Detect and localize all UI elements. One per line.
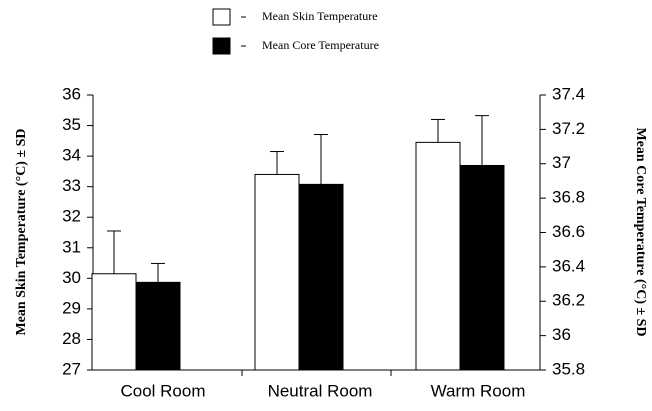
y2-tick-label: 36.8 (552, 188, 585, 207)
y-tick-label: 34 (62, 146, 81, 165)
y-tick-label: 32 (62, 207, 81, 226)
y-tick-label: 33 (62, 176, 81, 195)
y-tick-label: 27 (62, 359, 81, 378)
y2-tick-label: 37.2 (552, 119, 585, 138)
bar (135, 281, 181, 371)
y-axis-title: Mean Skin Temperature (°C) ± SD (14, 128, 29, 335)
y2-tick-label: 37 (552, 153, 571, 172)
y2-tick-label: 36.6 (552, 222, 585, 241)
y2-axis-title: Mean Core Temperature (°C) ± SD (633, 127, 648, 336)
y2-tick-label: 36.4 (552, 256, 585, 275)
legend-label: Mean Skin Temperature (262, 9, 378, 23)
x-tick-label: Cool Room (120, 381, 205, 400)
y-tick-label: 36 (62, 84, 81, 103)
y-tick-label: 35 (62, 115, 81, 134)
bar (91, 273, 137, 371)
y2-tick-label: 36.2 (552, 291, 585, 310)
bar (459, 164, 505, 371)
x-tick-label: Neutral Room (268, 381, 373, 400)
legend-label: Mean Core Temperature (262, 38, 379, 52)
bar (298, 183, 344, 371)
legend-swatch (212, 8, 231, 26)
x-tick-label: Warm Room (431, 381, 526, 400)
bar (254, 173, 300, 371)
legend-swatch (212, 37, 231, 55)
y-tick-label: 31 (62, 237, 81, 256)
bar (415, 141, 461, 371)
y2-tick-label: 35.8 (552, 359, 585, 378)
y-tick-label: 29 (62, 298, 81, 317)
y-tick-label: 28 (62, 329, 81, 348)
y2-tick-label: 36 (552, 325, 571, 344)
y2-tick-label: 37.4 (552, 84, 585, 103)
y-tick-label: 30 (62, 268, 81, 287)
